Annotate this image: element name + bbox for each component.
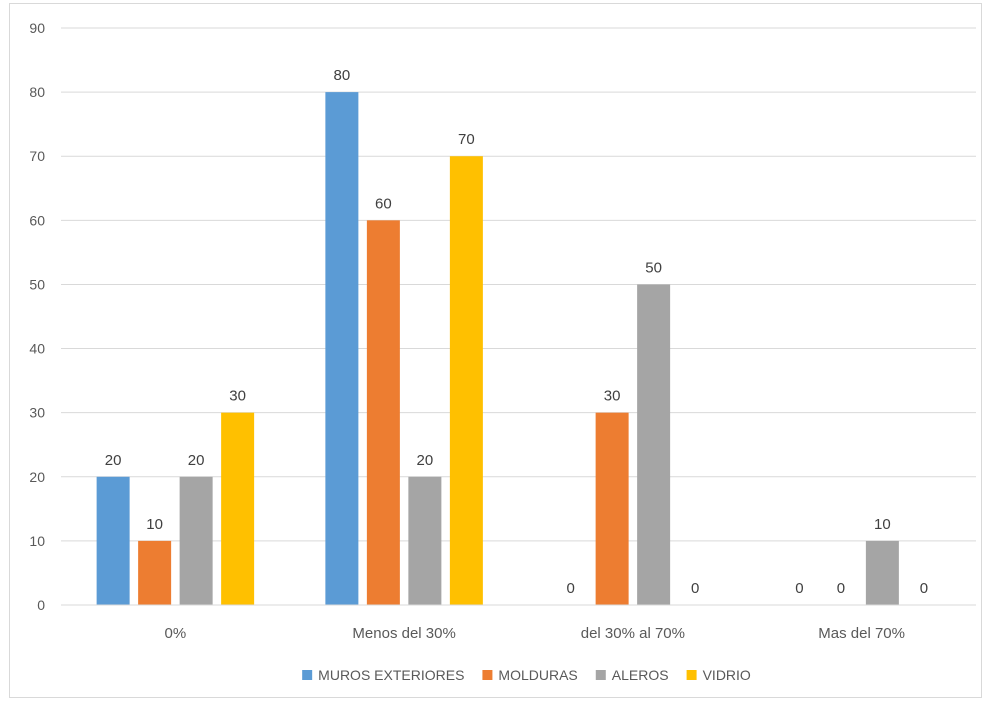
bars bbox=[96, 92, 899, 606]
bar bbox=[179, 476, 213, 605]
legend-swatch bbox=[686, 670, 697, 680]
data-label: 0 bbox=[920, 580, 928, 597]
data-label: 60 bbox=[375, 195, 392, 212]
chart-frame: 0 10 20 30 40 50 60 70 80 90 20 10 20 30 80 60 20 70 0 30 5… bbox=[9, 3, 982, 698]
y-axis-ticks: 0 10 20 30 40 50 60 70 80 90 bbox=[29, 20, 45, 613]
y-tick-label: 60 bbox=[29, 212, 45, 228]
x-category-label: Menos del 30% bbox=[352, 625, 455, 642]
data-label: 20 bbox=[188, 452, 205, 469]
data-label: 50 bbox=[645, 259, 662, 276]
legend-label: MOLDURAS bbox=[498, 667, 577, 683]
y-tick-label: 80 bbox=[29, 84, 45, 100]
legend-label: MUROS EXTERIORES bbox=[318, 667, 464, 683]
bar bbox=[408, 476, 442, 605]
y-tick-label: 30 bbox=[29, 405, 45, 421]
x-axis: 0% Menos del 30% del 30% al 70% Mas del 70% bbox=[61, 604, 976, 642]
data-labels: 20 10 20 30 80 60 20 70 0 30 50 0 0 0 10 0 bbox=[105, 67, 928, 597]
y-tick-label: 10 bbox=[29, 533, 45, 549]
y-tick-label: 20 bbox=[29, 469, 45, 485]
data-label: 10 bbox=[146, 516, 163, 533]
data-label: 10 bbox=[874, 516, 891, 533]
legend-swatch bbox=[302, 670, 313, 680]
legend-item: VIDRIO bbox=[686, 667, 751, 683]
x-category-label: 0% bbox=[165, 625, 187, 642]
gridlines bbox=[61, 27, 976, 542]
data-label: 20 bbox=[105, 452, 122, 469]
legend-item: MUROS EXTERIORES bbox=[302, 667, 464, 683]
bar bbox=[449, 156, 483, 605]
data-label: 0 bbox=[837, 580, 845, 597]
bar-chart: 0 10 20 30 40 50 60 70 80 90 20 10 20 30 80 60 20 70 0 30 5… bbox=[29, 20, 976, 683]
data-label: 0 bbox=[566, 580, 574, 597]
bar bbox=[637, 284, 671, 605]
y-tick-label: 40 bbox=[29, 341, 45, 357]
bar bbox=[221, 412, 255, 605]
bar bbox=[595, 412, 629, 605]
legend-label: VIDRIO bbox=[703, 667, 751, 683]
legend: MUROS EXTERIORES MOLDURAS ALEROS VIDRIO bbox=[302, 667, 751, 683]
legend-swatch bbox=[595, 670, 606, 680]
data-label: 0 bbox=[795, 580, 803, 597]
y-tick-label: 50 bbox=[29, 276, 45, 292]
y-tick-label: 90 bbox=[29, 20, 45, 36]
x-category-label: Mas del 70% bbox=[818, 625, 905, 642]
data-label: 80 bbox=[334, 67, 351, 84]
bar bbox=[366, 220, 400, 606]
data-label: 70 bbox=[458, 131, 475, 148]
data-label: 30 bbox=[604, 388, 621, 405]
y-tick-label: 70 bbox=[29, 148, 45, 164]
data-label: 30 bbox=[229, 388, 246, 405]
bar bbox=[96, 476, 130, 605]
legend-item: MOLDURAS bbox=[482, 667, 578, 683]
bar bbox=[865, 540, 899, 605]
legend-label: ALEROS bbox=[612, 667, 669, 683]
data-label: 20 bbox=[417, 452, 434, 469]
bar bbox=[325, 92, 359, 606]
legend-item: ALEROS bbox=[595, 667, 669, 683]
data-label: 0 bbox=[691, 580, 699, 597]
y-tick-label: 0 bbox=[37, 597, 45, 613]
legend-swatch bbox=[482, 670, 493, 680]
x-category-label: del 30% al 70% bbox=[581, 625, 685, 642]
bar bbox=[138, 540, 172, 605]
